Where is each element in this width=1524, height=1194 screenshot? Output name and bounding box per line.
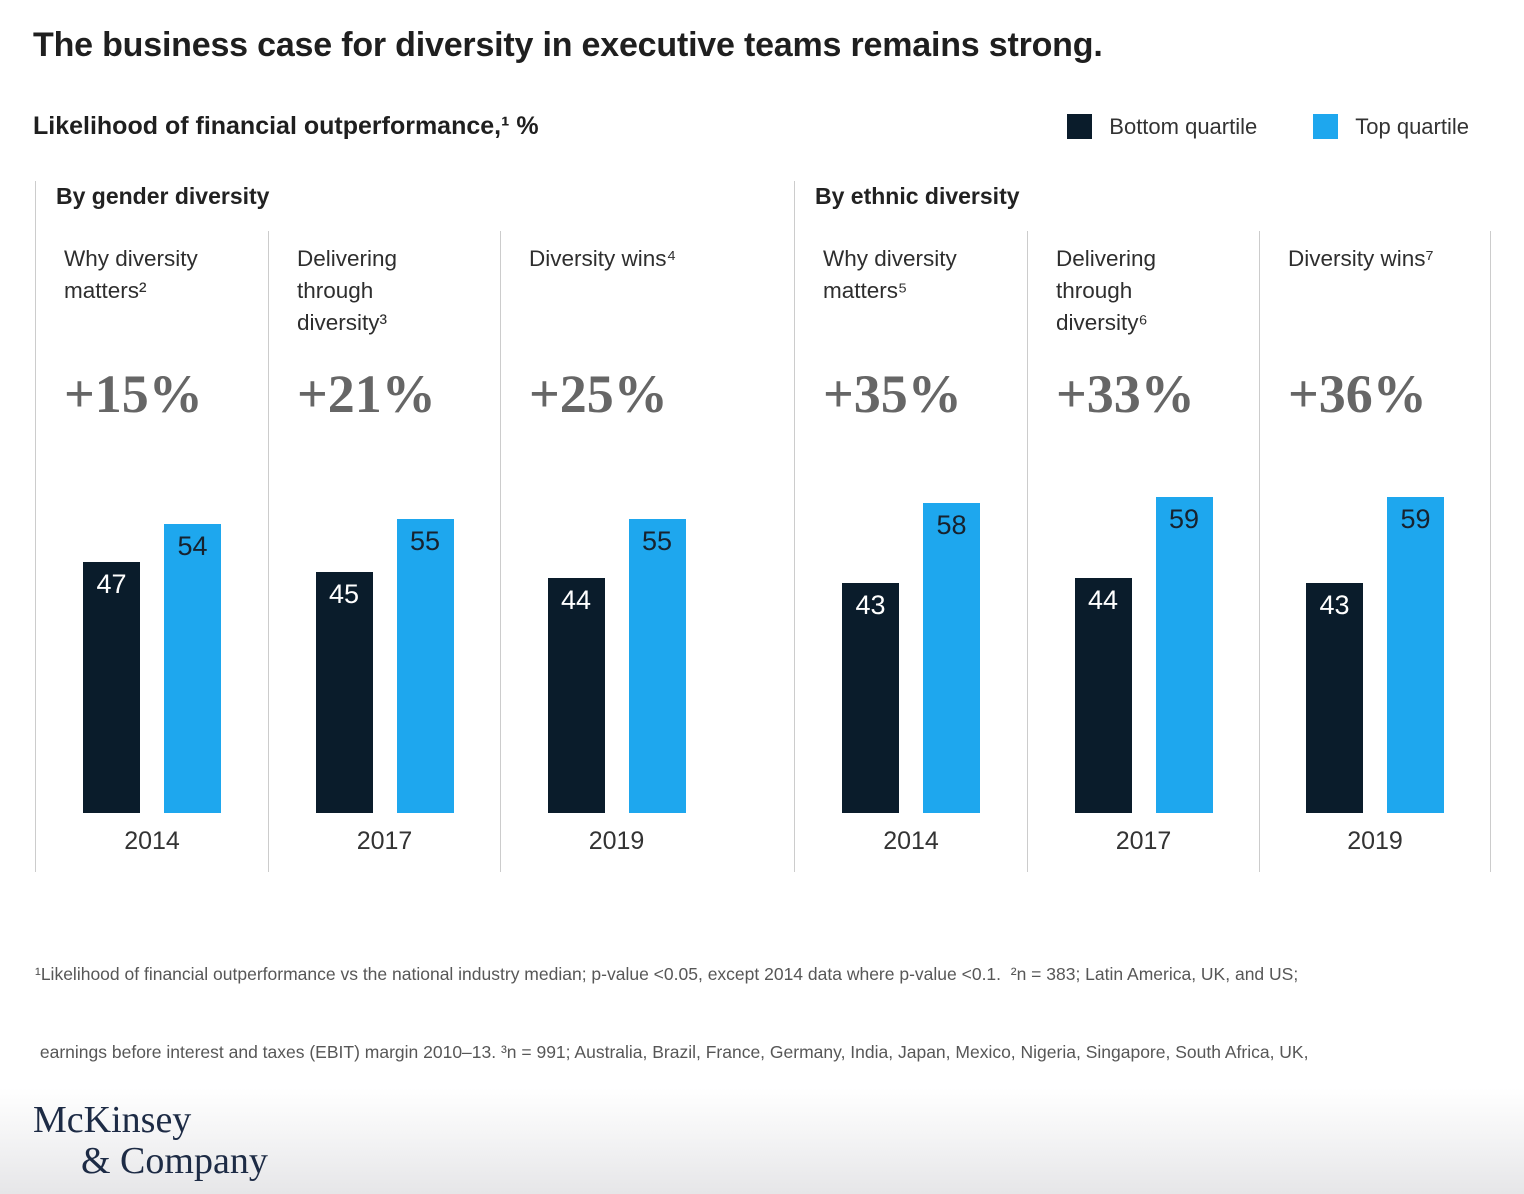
panel-gender-2019: Diversity wins⁴ +25% 44 55 2019 xyxy=(500,231,732,872)
top-quartile-bar: 54 xyxy=(164,524,221,813)
gender-diversity-section: By gender diversity Why diversity matter… xyxy=(35,181,732,872)
top-quartile-bar: 55 xyxy=(396,519,454,813)
ethnic-panels: Why diversity matters⁵ +35% 43 58 2014 D… xyxy=(795,231,1491,872)
bottom-quartile-bar: 43 xyxy=(842,583,899,813)
year-label: 2017 xyxy=(356,827,413,855)
study-title: Why diversity matters² xyxy=(64,246,198,303)
bar-group: 44 55 xyxy=(501,463,732,813)
bar-group: 43 59 xyxy=(1260,463,1490,813)
footer-band: McKinsey & Company xyxy=(0,1088,1524,1194)
top-quartile-bar: 58 xyxy=(923,503,980,813)
study-title: Delivering through diversity³ xyxy=(297,246,398,335)
bar-value-label: 45 xyxy=(328,579,360,609)
bar-value-label: 55 xyxy=(409,526,441,556)
panel-ethnic-2017: Delivering through diversity⁶ +33% 44 59… xyxy=(1027,231,1259,872)
study-title: Delivering through diversity⁶ xyxy=(1056,246,1157,335)
bar-value-label: 47 xyxy=(96,569,127,599)
legend-label-bottom-quartile: Bottom quartile xyxy=(1109,113,1258,139)
ethnic-section-header: By ethnic diversity xyxy=(815,183,1020,209)
delta-value: +35% xyxy=(823,364,962,424)
year-label: 2019 xyxy=(588,827,645,855)
footnote-line: earnings before interest and taxes (EBIT… xyxy=(35,1042,1309,1063)
year-label: 2014 xyxy=(883,827,939,855)
bar-value-label: 44 xyxy=(560,585,592,615)
chart-sections: By gender diversity Why diversity matter… xyxy=(35,181,1524,872)
delta-value: +15% xyxy=(64,364,203,424)
legend-item-top-quartile: Top quartile xyxy=(1313,114,1469,140)
delta-value: +25% xyxy=(529,364,668,424)
subtitle-row: Likelihood of financial outperformance,¹… xyxy=(33,112,1469,141)
legend: Bottom quartile Top quartile xyxy=(1067,114,1469,140)
top-quartile-swatch-icon xyxy=(1313,114,1339,139)
panel-ethnic-2014: Why diversity matters⁵ +35% 43 58 2014 xyxy=(795,231,1027,872)
delta-value: +21% xyxy=(297,364,436,424)
bar-group: 43 58 xyxy=(795,463,1027,813)
mckinsey-logo: McKinsey & Company xyxy=(33,1099,1524,1183)
bar-value-label: 58 xyxy=(936,510,967,540)
bar-group: 44 59 xyxy=(1028,463,1259,813)
bar-group: 47 54 xyxy=(36,463,268,813)
legend-label-top-quartile: Top quartile xyxy=(1355,113,1469,139)
bar-value-label: 59 xyxy=(1168,504,1200,534)
year-label: 2019 xyxy=(1347,827,1403,855)
gender-section-header: By gender diversity xyxy=(56,183,270,209)
bar-group: 45 55 xyxy=(269,463,500,813)
delta-value: +36% xyxy=(1288,364,1427,424)
top-quartile-bar: 59 xyxy=(1155,497,1213,813)
study-title: Diversity wins⁷ xyxy=(1288,246,1434,271)
top-quartile-bar: 59 xyxy=(1387,497,1444,813)
panel-gender-2014: Why diversity matters² +15% 47 54 2014 xyxy=(36,231,268,872)
year-label: 2017 xyxy=(1115,827,1172,855)
page-title: The business case for diversity in execu… xyxy=(33,26,1103,64)
year-label: 2014 xyxy=(124,827,180,855)
bar-value-label: 59 xyxy=(1400,504,1431,534)
study-title: Diversity wins⁴ xyxy=(529,246,677,271)
bottom-quartile-bar: 45 xyxy=(315,572,373,813)
ethnic-diversity-section: By ethnic diversity Why diversity matter… xyxy=(794,181,1491,872)
bar-value-label: 44 xyxy=(1087,585,1119,615)
bar-value-label: 54 xyxy=(177,531,208,561)
logo-line-1: McKinsey xyxy=(33,1099,192,1141)
bottom-quartile-swatch-icon xyxy=(1067,114,1093,139)
bottom-quartile-bar: 44 xyxy=(1074,578,1132,813)
bottom-quartile-bar: 47 xyxy=(83,562,140,813)
panel-ethnic-2019: Diversity wins⁷ +36% 43 59 2019 xyxy=(1259,231,1491,872)
panel-gender-2017: Delivering through diversity³ +21% 45 55… xyxy=(268,231,500,872)
bar-value-label: 55 xyxy=(641,526,673,556)
bottom-quartile-bar: 44 xyxy=(547,578,605,813)
footnote-line: ¹Likelihood of financial outperformance … xyxy=(35,963,1299,984)
bar-value-label: 43 xyxy=(1319,590,1350,620)
top-quartile-bar: 55 xyxy=(628,519,686,813)
legend-item-bottom-quartile: Bottom quartile xyxy=(1067,114,1257,140)
study-title: Why diversity matters⁵ xyxy=(823,246,957,303)
chart-subtitle: Likelihood of financial outperformance,¹… xyxy=(33,112,539,140)
bottom-quartile-bar: 43 xyxy=(1306,583,1363,813)
gender-panels: Why diversity matters² +15% 47 54 2014 D… xyxy=(36,231,732,872)
bar-value-label: 43 xyxy=(855,590,886,620)
delta-value: +33% xyxy=(1056,364,1195,424)
logo-line-2: & Company xyxy=(81,1140,268,1183)
